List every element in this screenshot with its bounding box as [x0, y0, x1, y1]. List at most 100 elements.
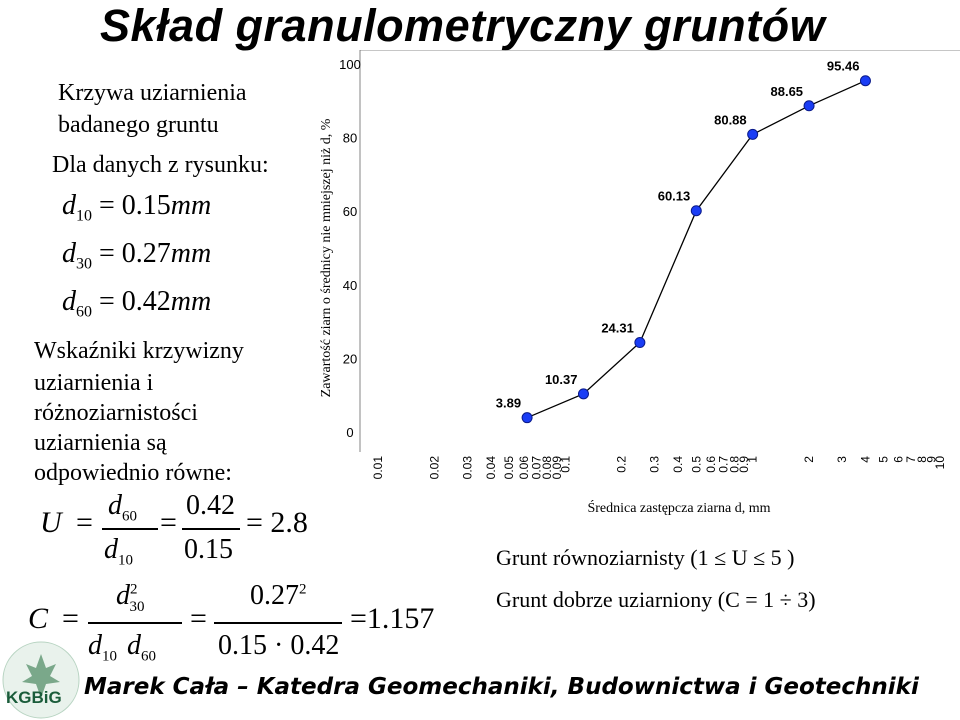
c-d30-letter: d	[116, 580, 130, 611]
c-d30: d230	[116, 580, 145, 616]
x-tick-label: 0.4	[671, 456, 685, 473]
y-tick-label: 20	[343, 351, 357, 366]
x-tick-label: 6	[891, 456, 905, 463]
x-tick-label: 1	[746, 456, 760, 463]
c-fraction-line-2	[214, 622, 342, 624]
x-tick-label: 0.9	[737, 456, 751, 473]
data-point	[521, 412, 533, 424]
c-d30-sub: 30	[129, 598, 145, 615]
d30-unit: mm	[170, 238, 212, 269]
x-tick-label: 7	[904, 456, 918, 463]
indices-line5: odpowiednio równe:	[34, 460, 232, 486]
y-tick-label: 40	[343, 278, 357, 293]
x-tick-label: 10	[933, 456, 947, 470]
data-label: 88.65	[771, 84, 804, 99]
c-equals-2: =	[190, 602, 207, 635]
c-d10-letter: d	[88, 630, 102, 661]
curve-label-line1: Krzywa uziarnienia	[58, 80, 247, 106]
d10-equation: d10 = 0.15mm	[62, 190, 211, 226]
d60-subscript: 60	[76, 303, 92, 321]
data-point	[747, 128, 759, 140]
d10-value: = 0.15	[99, 190, 171, 221]
x-tick-label: 8	[915, 456, 929, 463]
x-axis-label: Średnica zastępcza ziarna d, mm	[587, 499, 770, 516]
x-tick-label: 0.8	[728, 456, 742, 473]
indices-line3: różnoziarnistości	[34, 400, 198, 426]
x-tick-label: 0.01	[371, 456, 385, 480]
note-equigranular: Grunt równoziarnisty (1 ≤ U ≤ 5 )	[496, 545, 795, 570]
d60-equation: d60 = 0.42mm	[62, 286, 211, 322]
x-tick-label: 0.04	[484, 456, 498, 480]
data-point	[634, 337, 646, 349]
u-d10-letter: d	[104, 534, 118, 565]
d60-letter: d	[62, 286, 76, 317]
data-intro: Dla danych z rysunku:	[52, 152, 269, 178]
u-d60-letter: d	[108, 490, 122, 521]
slide-title: Skład granulometryczny gruntów	[100, 0, 826, 51]
x-tick-label: 3	[835, 456, 849, 463]
d10-letter: d	[62, 190, 76, 221]
x-tick-label: 0.02	[427, 456, 441, 480]
c-d10-sub: 10	[102, 648, 117, 665]
c-denominator: 0.15 · 0.42	[218, 630, 340, 661]
x-tick-label: 0.7	[717, 456, 731, 473]
x-tick-label: 9	[924, 456, 938, 463]
data-point	[577, 388, 589, 400]
c-num-value: 0.27	[250, 580, 299, 611]
c-d30-exp: 2	[130, 581, 138, 598]
x-tick-label: 5	[877, 456, 891, 463]
u-d10: d10	[104, 534, 133, 570]
c-equals-1: =	[62, 602, 79, 635]
indices-line1: Wskaźniki krzywizny	[34, 338, 244, 364]
u-d10-sub: 10	[118, 552, 133, 569]
d30-equation: d30 = 0.27mm	[62, 238, 211, 274]
c-fraction-line-1	[88, 622, 182, 624]
u-result: = 2.8	[246, 506, 308, 539]
d30-subscript: 30	[76, 255, 92, 273]
data-label: 95.46	[827, 59, 860, 74]
curve-label-line2: badanego gruntu	[58, 112, 219, 138]
data-point	[803, 100, 815, 112]
data-point	[690, 205, 702, 217]
footer-text: Marek Cała – Katedra Geomechaniki, Budow…	[84, 674, 919, 700]
c-d10-d60: d10 d60	[88, 630, 156, 666]
c-num-exp: 2	[299, 581, 307, 598]
x-tick-label: 0.6	[704, 456, 718, 473]
x-tick-label: 2	[802, 456, 816, 463]
data-label: 10.37	[545, 372, 578, 387]
x-tick-label: 0.1	[558, 456, 572, 473]
c-symbol: C	[28, 602, 49, 635]
x-tick-label: 0.5	[689, 456, 703, 473]
y-tick-label: 60	[343, 204, 357, 219]
data-label: 3.89	[496, 396, 521, 411]
u-fraction-line-1	[102, 528, 158, 530]
indices-line4: uziarnienia są	[34, 430, 167, 456]
x-tick-label: 0.09	[550, 456, 564, 480]
x-tick-label: 0.2	[615, 456, 629, 473]
y-tick-label: 80	[343, 131, 357, 146]
data-label: 60.13	[658, 189, 691, 204]
data-label: 24.31	[601, 321, 634, 336]
indices-line2: uziarnienia i	[34, 370, 154, 396]
u-numerator: 0.42	[186, 490, 235, 521]
logo-text: KGBiG	[6, 688, 62, 707]
u-d60: d60	[108, 490, 137, 526]
y-tick-label: 100	[339, 57, 361, 72]
d60-unit: mm	[170, 286, 212, 317]
note-well-graded: Grunt dobrze uziarniony (C = 1 ÷ 3)	[496, 587, 816, 612]
c-d60-letter: d	[127, 630, 141, 661]
series-line	[526, 80, 866, 419]
c-result: =1.157	[350, 602, 435, 635]
x-tick-label: 0.07	[529, 456, 543, 480]
d60-value: = 0.42	[99, 286, 171, 317]
x-tick-label: 0.08	[540, 456, 554, 480]
d10-subscript: 10	[76, 207, 92, 225]
d10-unit: mm	[170, 190, 212, 221]
u-d60-sub: 60	[122, 508, 137, 525]
u-symbol: U	[40, 506, 62, 539]
c-d60-sub: 60	[141, 648, 156, 665]
grain-size-chart: Zawartość ziarn o średnicy nie mniejszej…	[319, 50, 960, 516]
d30-letter: d	[62, 238, 76, 269]
x-tick-label: 0.06	[517, 456, 531, 480]
y-axis-label: Zawartość ziarn o średnicy nie mniejszej…	[319, 118, 334, 397]
